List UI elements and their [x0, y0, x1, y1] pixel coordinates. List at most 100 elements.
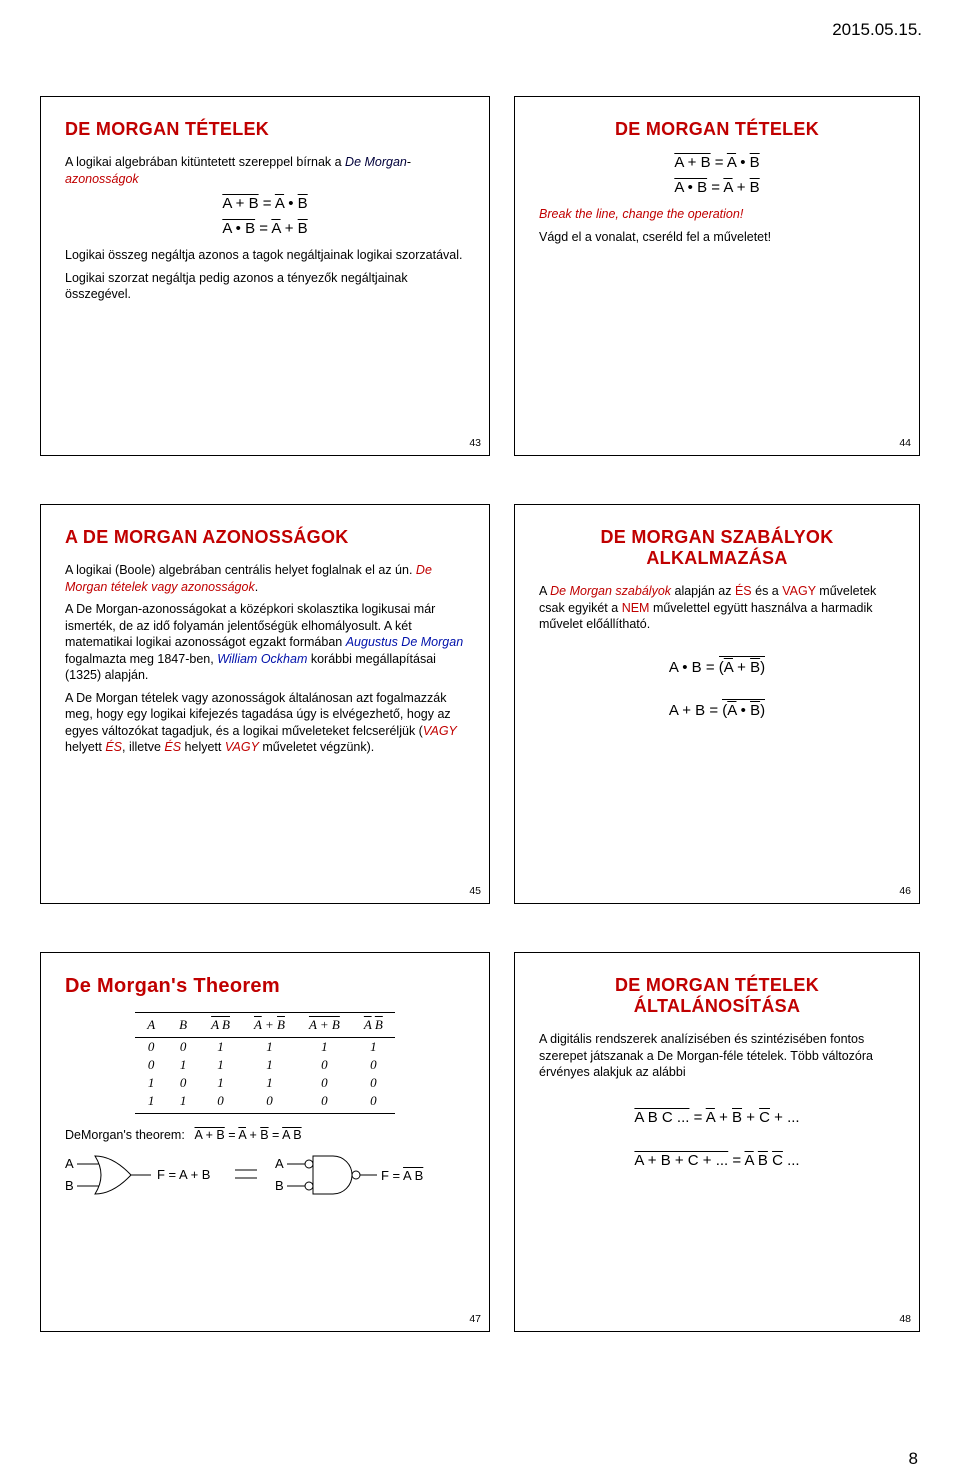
t: alapján az [671, 584, 735, 598]
eq-r1: A [727, 154, 736, 171]
para: A De Morgan szabályok alapján az ÉS és a… [539, 583, 895, 633]
slide-number: 44 [899, 437, 911, 449]
op: • [284, 195, 298, 212]
slide-title: A DE MORGAN AZONOSSÁGOK [65, 527, 465, 548]
td: 0 [167, 1038, 199, 1057]
td: 0 [297, 1074, 352, 1092]
t: A logikai (Boole) algebrában centrális h… [65, 563, 416, 577]
th: A + B [309, 1017, 340, 1032]
td: 1 [167, 1092, 199, 1114]
or-output: F = A + B [157, 1167, 210, 1182]
t: VAGY [225, 740, 259, 754]
td: 0 [242, 1092, 297, 1114]
eq-r2: B [750, 179, 760, 196]
intro-text: A logikai algebrában kitüntetett szerepp… [65, 154, 465, 187]
t: NEM [622, 601, 650, 615]
slide-48: DE MORGAN TÉTELEK ÁLTALÁNOSÍTÁSA A digit… [514, 952, 920, 1332]
op: + [733, 179, 750, 196]
td: 0 [135, 1056, 167, 1074]
td: 0 [352, 1074, 395, 1092]
op: • [736, 154, 750, 171]
t: - [407, 155, 411, 169]
eq-r2: B [750, 154, 760, 171]
th: B [167, 1013, 199, 1038]
t: és a [752, 584, 783, 598]
nand-output: F = A B [381, 1168, 423, 1183]
t: A logikai algebrában kitüntetett szerepp… [65, 155, 345, 169]
eq-r2: B [298, 220, 308, 237]
slide-47: De Morgan's Theorem A B A B A + B A + B … [40, 952, 490, 1332]
page-number: 8 [909, 1449, 918, 1469]
th: A B [211, 1017, 230, 1032]
td: 0 [352, 1056, 395, 1074]
t: A De Morgan tételek vagy azonosságok ált… [65, 691, 451, 738]
t: helyett [65, 740, 105, 754]
td: 0 [199, 1092, 242, 1114]
t: ÉS [164, 740, 181, 754]
slide-grid: DE MORGAN TÉTELEK A logikai algebrában k… [40, 96, 920, 1332]
eq-r1: A [723, 179, 732, 196]
mnemonic-en: Break the line, change the operation! [539, 206, 895, 223]
slide-title: DE MORGAN TÉTELEK [539, 119, 895, 140]
page-date: 2015.05.15. [832, 20, 922, 40]
label-b2: B [275, 1178, 284, 1193]
td: 1 [199, 1056, 242, 1074]
slide-46: DE MORGAN SZABÁLYOK ALKALMAZÁSA A De Mor… [514, 504, 920, 904]
td: 1 [297, 1038, 352, 1057]
eq-r2: B [298, 195, 308, 212]
t: VAGY [423, 724, 457, 738]
eq-r1: A [271, 220, 280, 237]
slide-title: De Morgan's Theorem [65, 975, 465, 998]
eq-lhs: A + B [674, 154, 710, 171]
de-morgan-name: De Morgan [345, 155, 407, 169]
t: . [255, 580, 258, 594]
para: A digitális rendszerek analízisében és s… [539, 1031, 895, 1081]
para-3: A De Morgan tételek vagy azonosságok ált… [65, 690, 465, 756]
slide-title: DE MORGAN SZABÁLYOK ALKALMAZÁSA [539, 527, 895, 569]
td: 1 [135, 1092, 167, 1114]
slide-44: DE MORGAN TÉTELEK A + B = A • B A • B = … [514, 96, 920, 456]
logic-gates: A B F = A + B A B [65, 1150, 465, 1214]
td: 0 [352, 1092, 395, 1114]
equations: A B C ... = A + B + C + ... A + B + C + … [539, 1109, 895, 1169]
slide-number: 47 [469, 1313, 481, 1325]
td: 0 [297, 1056, 352, 1074]
t: helyett [181, 740, 225, 754]
slide-number: 45 [469, 885, 481, 897]
label-a2: A [275, 1156, 284, 1171]
slide-title: DE MORGAN TÉTELEK ÁLTALÁNOSÍTÁSA [539, 975, 895, 1017]
td: 1 [167, 1056, 199, 1074]
th: A [135, 1013, 167, 1038]
slide-number: 46 [899, 885, 911, 897]
td: 1 [242, 1038, 297, 1057]
t: A [539, 584, 550, 598]
td: 1 [352, 1038, 395, 1057]
para-2: A De Morgan-azonosságokat a középkori sk… [65, 601, 465, 684]
t: azonosságok [65, 172, 139, 186]
t: műveletet végzünk). [259, 740, 374, 754]
td: 1 [199, 1074, 242, 1092]
ockham-link: William Ockham [217, 652, 307, 666]
slide-43: DE MORGAN TÉTELEK A logikai algebrában k… [40, 96, 490, 456]
t: fogalmazta meg 1847-ben, [65, 652, 217, 666]
t: De Morgan szabályok [550, 584, 671, 598]
slide-title: DE MORGAN TÉTELEK [65, 119, 465, 140]
eq-r1: A [275, 195, 284, 212]
td: 0 [297, 1092, 352, 1114]
equations: A + B = A • B A • B = A + B [539, 154, 895, 196]
truth-table: A B A B A + B A + B A B 001111 011100 10… [135, 1012, 395, 1114]
t: ÉS [735, 584, 752, 598]
slide-number: 48 [899, 1313, 911, 1325]
desc-1: Logikai összeg negáltja azonos a tagok n… [65, 247, 465, 264]
eq-lhs: A + B [222, 195, 258, 212]
t: VAGY [782, 584, 816, 598]
label-a: A [65, 1156, 74, 1171]
label-b: B [65, 1178, 74, 1193]
td: 0 [167, 1074, 199, 1092]
eq-lhs: A • B [674, 179, 707, 196]
slide-45: A DE MORGAN AZONOSSÁGOK A logikai (Boole… [40, 504, 490, 904]
para-1: A logikai (Boole) algebrában centrális h… [65, 562, 465, 595]
slide-number: 43 [469, 437, 481, 449]
t: , illetve [122, 740, 164, 754]
t: ÉS [105, 740, 122, 754]
